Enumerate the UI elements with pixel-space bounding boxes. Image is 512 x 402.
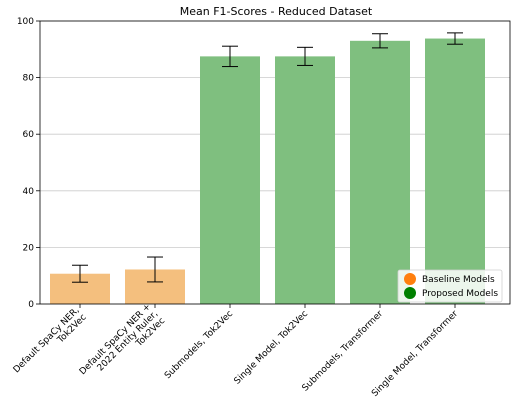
bar-proposed (425, 38, 485, 305)
error-bars (72, 32, 463, 283)
y-tick-label: 60 (23, 130, 35, 140)
bar-proposed (200, 56, 260, 304)
bar-proposed (350, 40, 410, 305)
y-tick-label: 100 (17, 17, 34, 27)
axes (39, 20, 511, 305)
plot-frame (39, 20, 511, 305)
chart-title: Mean F1-Scores - Reduced Dataset (180, 5, 373, 18)
y-tick-label: 0 (28, 300, 34, 310)
bar-proposed (275, 56, 335, 304)
y-ticks: 0 20 40 60 80 100 (17, 17, 40, 310)
y-tick-label: 40 (23, 187, 35, 197)
legend-marker-proposed (404, 287, 416, 299)
y-tick-label: 20 (23, 243, 35, 253)
legend-label: Baseline Models (422, 275, 495, 285)
legend-box (397, 269, 503, 303)
bars (50, 38, 485, 305)
legend: Baseline Models Proposed Models (397, 269, 503, 303)
legend-label: Proposed Models (422, 289, 498, 299)
legend-marker-baseline (404, 273, 416, 285)
y-tick-label: 80 (23, 74, 35, 84)
